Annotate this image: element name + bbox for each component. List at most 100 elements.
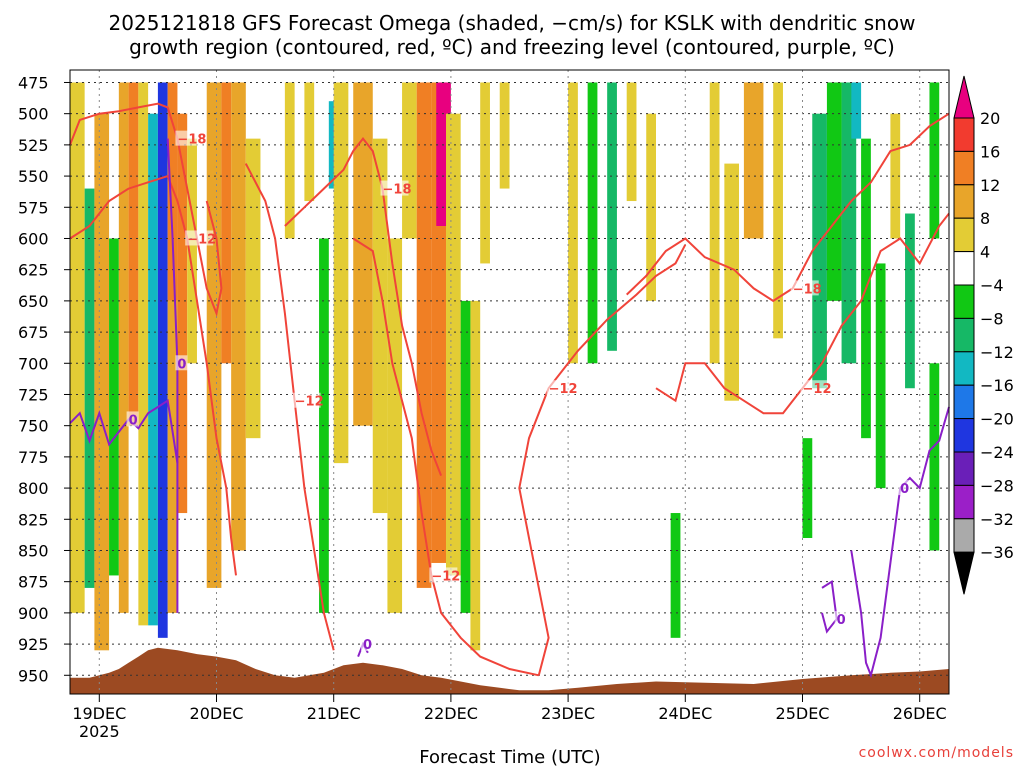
colorbar: 20 16 12 8 4 −4 −8 −12 −16 −20 −24 −28 −32 −36 bbox=[953, 75, 1014, 595]
omega-band-37 bbox=[626, 82, 637, 202]
x-tick-label-21DEC: 21DEC bbox=[307, 704, 361, 723]
omega-band-46 bbox=[826, 82, 842, 301]
y-tick-label-925: 925 bbox=[18, 635, 49, 654]
x-tick-label-25DEC: 25DEC bbox=[776, 704, 830, 723]
purple-contour-3 bbox=[850, 406, 950, 679]
purple-label-bg-0 bbox=[126, 411, 139, 427]
omega-band-31 bbox=[470, 300, 481, 651]
red-label-bg-6 bbox=[790, 280, 819, 296]
plot-frame bbox=[69, 69, 950, 695]
x-tick-label-23DEC: 23DEC bbox=[541, 704, 595, 723]
colorbar-swatch-3 bbox=[953, 184, 975, 219]
omega-band-48 bbox=[851, 82, 862, 139]
omega-band-52 bbox=[905, 213, 915, 389]
colorbar-swatch-4 bbox=[953, 217, 975, 253]
omega-band-17 bbox=[284, 82, 295, 239]
purple-contour-label-1: 0 bbox=[177, 357, 186, 372]
omega-band-33 bbox=[499, 82, 510, 189]
red-contour-4 bbox=[352, 237, 540, 677]
colorbar-label-12: −32 bbox=[980, 510, 1014, 529]
x-tick-label-26DEC: 26DEC bbox=[893, 704, 947, 723]
red-contour-1 bbox=[69, 174, 237, 576]
colorbar-label-3: 8 bbox=[980, 209, 990, 228]
y-tick-label-550: 550 bbox=[18, 167, 49, 186]
red-contour-label-0: −18 bbox=[177, 133, 206, 148]
purple-label-bg-2 bbox=[361, 636, 373, 652]
colorbar-swatch-6 bbox=[953, 284, 975, 319]
y-tick-label-950: 950 bbox=[18, 666, 49, 685]
omega-band-18 bbox=[304, 82, 315, 202]
omega-band-6 bbox=[138, 82, 149, 626]
red-label-bg-1 bbox=[185, 230, 214, 246]
red-contour-label-1: −12 bbox=[187, 232, 216, 247]
omega-band-34 bbox=[568, 82, 578, 364]
omega-band-35 bbox=[587, 82, 598, 364]
red-contour-5 bbox=[518, 244, 687, 676]
omega-band-50 bbox=[875, 263, 886, 489]
purple-contour-label-0: 0 bbox=[129, 413, 138, 428]
colorbar-label-6: −8 bbox=[980, 309, 1004, 328]
red-contour-label-2: −12 bbox=[295, 395, 324, 410]
omega-band-40 bbox=[709, 82, 720, 364]
omega-band-47 bbox=[841, 82, 857, 364]
y-tick-label-525: 525 bbox=[18, 136, 49, 155]
y-tick-label-850: 850 bbox=[18, 541, 49, 560]
purple-contour-label-3: 0 bbox=[900, 482, 909, 497]
colorbar-swatch-12 bbox=[953, 484, 975, 520]
colorbar-swatch-9 bbox=[953, 384, 975, 420]
omega-band-45 bbox=[812, 113, 827, 389]
colorbar-label-4: 4 bbox=[980, 243, 990, 262]
chart-title-line2: growth region (contoured, red, ºC) and f… bbox=[129, 35, 895, 59]
omega-band-11 bbox=[177, 113, 188, 514]
colorbar-label-8: −16 bbox=[980, 376, 1014, 395]
omega-band-22 bbox=[353, 82, 373, 426]
omega-band-13 bbox=[206, 82, 222, 588]
credit-link[interactable]: coolwx.com/models bbox=[859, 745, 1014, 761]
y-tick-label-875: 875 bbox=[18, 573, 49, 592]
purple-contour-label-4: 0 bbox=[837, 613, 846, 628]
colorbar-label-9: −20 bbox=[980, 410, 1014, 429]
omega-band-32 bbox=[480, 82, 490, 264]
red-contour-label-3: −18 bbox=[383, 183, 412, 198]
omega-band-41 bbox=[724, 163, 740, 401]
omega-band-7 bbox=[148, 113, 158, 626]
omega-band-43 bbox=[773, 82, 783, 339]
terrain-fill bbox=[70, 647, 949, 694]
y-tick-label-825: 825 bbox=[18, 510, 49, 529]
y-tick-label-575: 575 bbox=[18, 198, 49, 217]
red-contour-3 bbox=[284, 136, 443, 476]
y-tick-label-500: 500 bbox=[18, 105, 49, 124]
colorbar-label-0: 20 bbox=[980, 109, 1000, 128]
red-label-bg-0 bbox=[175, 130, 204, 146]
omega-band-15 bbox=[231, 82, 246, 551]
omega-band-53 bbox=[929, 82, 940, 239]
omega-band-5 bbox=[128, 82, 139, 426]
colorbar-swatch-11 bbox=[953, 451, 975, 486]
x-tick-label-20DEC: 20DEC bbox=[190, 704, 244, 723]
purple-contour-4 bbox=[821, 580, 838, 634]
omega-shading bbox=[70, 82, 940, 651]
omega-band-38 bbox=[646, 113, 656, 301]
y-tick-label-600: 600 bbox=[18, 229, 49, 248]
red-label-bg-2 bbox=[292, 392, 321, 408]
x-axis-label: Forecast Time (UTC) bbox=[419, 747, 600, 768]
colorbar-swatch-1 bbox=[953, 117, 975, 152]
x-tick-sublabel-19DEC: 2025 bbox=[79, 722, 120, 741]
red-label-bg-4 bbox=[429, 567, 458, 583]
colorbar-swatch-7 bbox=[953, 317, 975, 353]
omega-band-26 bbox=[416, 82, 432, 588]
omega-band-9 bbox=[167, 82, 178, 301]
omega-band-3 bbox=[109, 238, 119, 576]
colorbar-swatch-13 bbox=[953, 518, 975, 553]
omega-band-25 bbox=[402, 82, 417, 239]
pressure-axis: 475 500 525 550 575 600 625 650 675 700 725 750 775 8… bbox=[18, 73, 70, 685]
omega-band-2 bbox=[94, 113, 110, 651]
omega-band-21 bbox=[333, 82, 349, 464]
terrain-layer bbox=[70, 647, 949, 694]
y-tick-label-775: 775 bbox=[18, 448, 49, 467]
y-tick-label-750: 750 bbox=[18, 417, 49, 436]
colorbar-label-13: −36 bbox=[980, 543, 1014, 562]
red-contour-label-7: −12 bbox=[803, 382, 832, 397]
contour-layer: −18 −12 −12 −18 −12 −12 −18 −12 0 0 0 0 0 bbox=[69, 102, 950, 679]
omega-band-39 bbox=[670, 513, 681, 638]
